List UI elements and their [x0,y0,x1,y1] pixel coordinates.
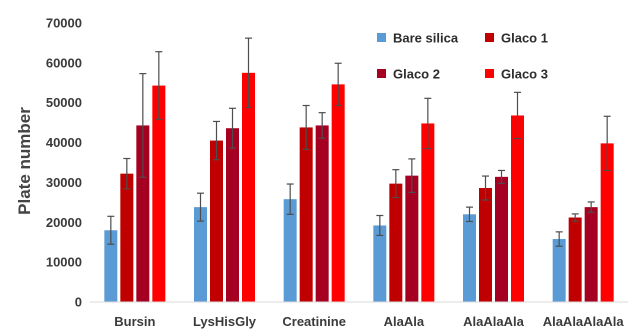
bar [405,175,419,302]
error-bar [334,62,342,107]
bar [479,188,492,302]
bar [421,123,435,302]
bar [511,115,524,303]
legend: Bare silica Glaco 1 Glaco 2 Glaco 3 [377,31,548,82]
y-tick-label: 50000 [46,95,82,110]
error-bar [571,213,579,222]
bar [463,214,476,302]
error-bar [408,158,416,193]
legend-label: Glaco 3 [501,67,548,82]
bar [104,230,118,302]
legend-item: Bare silica [377,31,459,46]
legend-swatch [485,33,494,42]
bar [136,125,150,302]
x-tick-label: AlaAlaAla [463,314,524,329]
bar [568,217,582,302]
error-bar [123,157,131,190]
y-axis-title-group: Plate number [15,107,34,215]
error-bar [376,214,384,237]
bar [283,199,297,302]
y-tick-label: 40000 [46,135,82,150]
bar [389,183,403,302]
bar [194,207,207,302]
legend-swatch [377,33,386,42]
legend-item: Glaco 3 [485,67,548,82]
bar [315,125,329,302]
bar [152,85,166,302]
x-tick-label: Bursin [114,314,155,329]
legend-item: Glaco 2 [377,67,440,82]
error-bar [555,231,563,247]
legend-label: Glaco 1 [501,31,548,46]
x-axis-ticks: Bursin LysHisGly Creatinine AlaAla AlaAlaAla… [114,314,624,329]
bar [210,140,223,302]
y-tick-label: 20000 [46,215,82,230]
x-tick-label: Creatinine [282,314,346,329]
error-bar [197,192,204,222]
bar [552,239,566,302]
error-bar [155,51,163,121]
error-bar [107,215,115,245]
legend-swatch [377,69,386,78]
y-axis-ticks: 0 10000 20000 30000 40000 50000 60000 70000 [46,16,82,310]
bar [373,225,387,302]
error-bar [229,107,236,149]
error-bar [424,97,432,150]
error-bar [587,201,595,213]
bar [226,128,239,302]
legend-label: Bare silica [393,31,459,46]
bar [495,176,508,302]
error-bar [466,206,473,223]
error-bar [139,73,147,178]
y-tick-label: 10000 [46,255,82,270]
error-bar [514,91,521,140]
error-bar [482,175,489,201]
error-bar [213,120,220,161]
legend-label: Glaco 2 [393,67,440,82]
bar [299,127,313,302]
y-tick-label: 30000 [46,175,82,190]
error-bar [302,104,310,150]
error-bars-group [107,37,611,247]
error-bar [498,169,505,184]
x-tick-label: AlaAla [384,314,425,329]
error-bar [318,112,326,139]
bar [584,207,598,302]
y-axis-title: Plate number [15,107,34,215]
error-bar [392,169,400,199]
bar [120,173,134,302]
error-bar [286,183,294,215]
bar [600,143,614,302]
y-tick-label: 70000 [46,16,82,31]
y-tick-label: 0 [75,295,82,310]
bars-group [104,72,614,303]
error-bar [603,115,611,172]
legend-swatch [485,69,494,78]
legend-item: Glaco 1 [485,31,548,46]
bar [242,72,255,302]
bar [331,84,345,302]
y-tick-label: 60000 [46,55,82,70]
error-bar [245,37,252,109]
x-tick-label: LysHisGly [193,314,257,329]
x-tick-label: AlaAlaAlaAla [543,314,625,329]
